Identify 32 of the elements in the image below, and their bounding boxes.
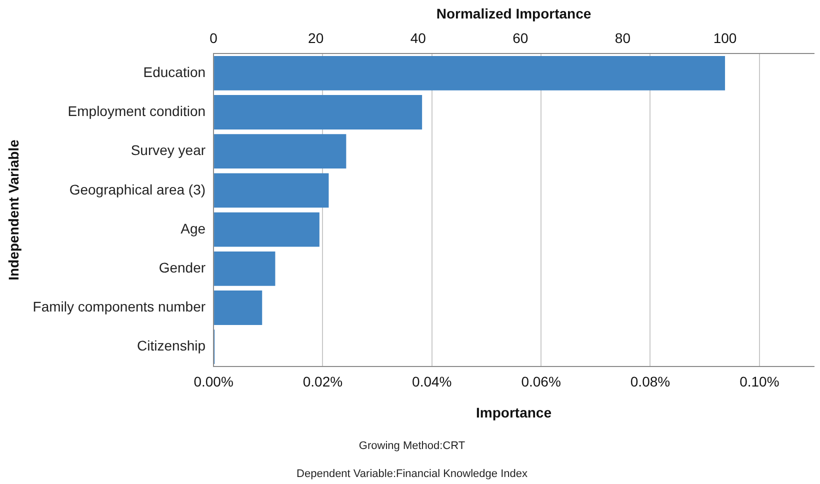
x2-axis-title: Normalized Importance — [436, 5, 592, 22]
bar — [214, 56, 726, 90]
y-tick-label: Gender — [158, 260, 206, 276]
y-axis-title: Independent Variable — [5, 139, 22, 280]
bar — [214, 212, 320, 247]
x-tick-label: 0.08% — [630, 374, 670, 390]
bar — [214, 251, 276, 286]
bar — [214, 173, 329, 208]
y-tick-label: Citizenship — [137, 338, 206, 354]
x-tick-label: 0.10% — [740, 374, 780, 390]
y-tick-label: Age — [180, 220, 206, 236]
y-tick-label: Employment condition — [68, 103, 206, 120]
y-tick-label: Geographical area (3) — [69, 181, 206, 198]
x-axis-title: Importance — [476, 404, 552, 420]
bar — [214, 95, 422, 130]
x-tick-label: 0.02% — [302, 374, 343, 390]
x-tick-label: 0.06% — [521, 374, 561, 390]
x-tick-label: 0.04% — [412, 374, 452, 390]
x2-tick-label: 100 — [713, 30, 737, 46]
bar — [214, 290, 262, 325]
y-tick-label: Family components number — [32, 298, 206, 315]
text: Dependent Variable:Financial Knowledge Index — [296, 468, 528, 480]
x2-tick-label: 40 — [410, 30, 426, 46]
x2-tick-label: 20 — [308, 30, 324, 46]
x-tick-label: 0.00% — [194, 374, 234, 390]
x2-tick-label: 80 — [614, 30, 631, 46]
x2-tick-label: 0 — [210, 30, 218, 46]
text: Growing Method:CRT — [358, 440, 466, 452]
bar — [214, 134, 346, 169]
x2-tick-label: 60 — [512, 30, 528, 46]
y-tick-label: Survey year — [130, 142, 206, 158]
y-tick-label: Education — [143, 64, 206, 80]
